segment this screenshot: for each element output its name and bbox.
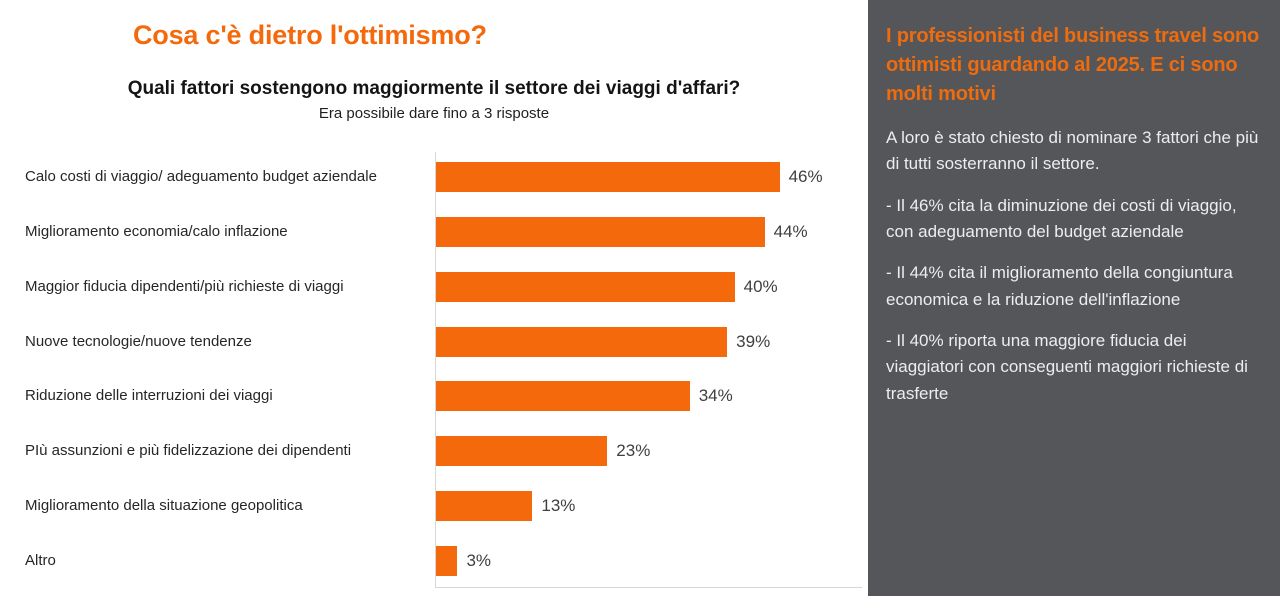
page-title: Cosa c'è dietro l'ottimismo? xyxy=(133,20,487,50)
value-label: 13% xyxy=(541,495,576,515)
bar-cell: 23% xyxy=(435,424,862,479)
category-label: Altro xyxy=(25,551,56,569)
value-label: 34% xyxy=(698,386,733,406)
chart-row: Miglioramento della situazione geopoliti… xyxy=(0,479,862,534)
sidebar-paragraph: - Il 40% riporta una maggiore fiducia de… xyxy=(886,331,1248,403)
bar xyxy=(435,271,735,302)
bar xyxy=(435,436,608,467)
bar-chart: Calo costi di viaggio/ adeguamento budge… xyxy=(0,150,862,588)
bar-cell: 34% xyxy=(435,369,862,424)
value-label: 39% xyxy=(736,331,771,351)
chart-row: Riduzione delle interruzioni dei viaggi … xyxy=(0,369,862,424)
sidebar-paragraph: - Il 44% cita il miglioramento della con… xyxy=(886,263,1233,309)
sidebar: I professionisti del business travel son… xyxy=(868,0,1280,596)
category-label: PIù assunzioni e più fidelizzazione dei … xyxy=(25,442,352,460)
bar xyxy=(435,162,780,193)
chart-row: Maggior fiducia dipendenti/più richieste… xyxy=(0,260,862,315)
value-label: 3% xyxy=(466,550,492,570)
bar-cell: 40% xyxy=(435,260,862,315)
sidebar-paragraph: A loro è stato chiesto di nominare 3 fat… xyxy=(886,128,1259,174)
value-label: 23% xyxy=(616,441,651,461)
chart-row: Nuove tecnologie/nuove tendenze 39% xyxy=(0,314,862,369)
chart-row: Miglioramento economia/calo inflazione 4… xyxy=(0,205,862,260)
bar-cell: 44% xyxy=(435,205,862,260)
value-label: 44% xyxy=(773,222,808,242)
bar-cell: 39% xyxy=(435,314,862,369)
x-axis-line xyxy=(435,587,862,588)
bar xyxy=(435,490,533,521)
sidebar-heading: I professionisti del business travel son… xyxy=(886,25,1260,105)
chart-rows: Calo costi di viaggio/ adeguamento budge… xyxy=(0,150,862,588)
category-label: Nuove tecnologie/nuove tendenze xyxy=(25,332,252,350)
bar-cell: 13% xyxy=(435,479,862,534)
bar xyxy=(435,381,690,412)
category-label: Calo costi di viaggio/ adeguamento budge… xyxy=(25,168,377,186)
category-label: Riduzione delle interruzioni dei viaggi xyxy=(25,387,273,405)
chart-row: PIù assunzioni e più fidelizzazione dei … xyxy=(0,424,862,479)
category-label: Miglioramento della situazione geopoliti… xyxy=(25,496,303,514)
bar xyxy=(435,545,458,576)
chart-title: Quali fattori sostengono maggiormente il… xyxy=(127,78,741,99)
chart-row: Altro 3% xyxy=(0,533,862,588)
category-label: Maggior fiducia dipendenti/più richieste… xyxy=(25,277,344,295)
bar-cell: 3% xyxy=(435,533,862,588)
chart-panel: Cosa c'è dietro l'ottimismo? Quali fatto… xyxy=(0,20,862,588)
y-axis-line xyxy=(435,152,436,588)
value-label: 46% xyxy=(788,167,823,187)
chart-row: Calo costi di viaggio/ adeguamento budge… xyxy=(0,150,862,205)
bar xyxy=(435,326,728,357)
sidebar-paragraph: - Il 46% cita la diminuzione dei costi d… xyxy=(886,195,1237,242)
category-label: Miglioramento economia/calo inflazione xyxy=(25,223,288,241)
bar xyxy=(435,217,765,248)
bar-cell: 46% xyxy=(435,150,862,205)
chart-note: Era possibile dare fino a 3 risposte xyxy=(318,105,550,122)
value-label: 40% xyxy=(743,276,778,296)
